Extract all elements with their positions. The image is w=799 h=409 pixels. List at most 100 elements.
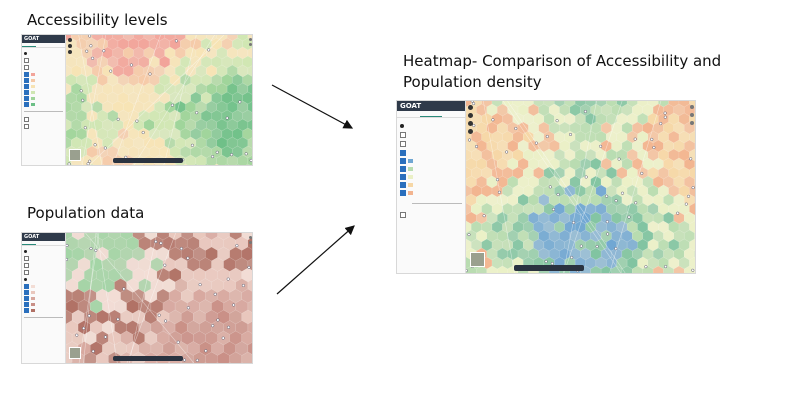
checkbox[interactable]: [400, 131, 406, 138]
layer-row[interactable]: [400, 210, 462, 219]
poi-marker-icon: [652, 145, 656, 150]
checkbox[interactable]: [400, 140, 406, 147]
checkbox[interactable]: [24, 58, 29, 63]
checkbox[interactable]: [24, 270, 29, 275]
layer-row[interactable]: [24, 116, 63, 123]
poi-marker-icon: [89, 44, 93, 48]
minimap[interactable]: [69, 149, 81, 161]
transparency-slider[interactable]: [24, 317, 63, 318]
legend-swatch: [31, 78, 35, 82]
transparency-slider[interactable]: [24, 111, 63, 112]
checkbox[interactable]: [24, 71, 29, 77]
tab-1[interactable]: [22, 43, 37, 47]
legend-row: [24, 89, 63, 95]
poi-marker-icon: [640, 171, 644, 175]
poi-marker-icon: [163, 263, 167, 267]
poi-marker-icon: [620, 191, 625, 195]
hex-cell: [214, 163, 219, 165]
locate-icon[interactable]: [68, 50, 72, 54]
checkbox[interactable]: [24, 101, 29, 107]
checkbox[interactable]: [24, 95, 29, 101]
legend-row: [24, 283, 63, 289]
minimap[interactable]: [470, 252, 485, 267]
settings-icon[interactable]: [249, 43, 252, 46]
panel-tabs: [22, 241, 65, 246]
checkbox[interactable]: [24, 289, 29, 295]
info-icon[interactable]: [690, 121, 694, 125]
layer-row[interactable]: [24, 276, 63, 283]
layers-icon[interactable]: [249, 236, 252, 239]
road-line: [96, 233, 118, 363]
population-data-title: Population data: [27, 204, 145, 222]
checkbox[interactable]: [400, 166, 406, 172]
side-panel: GOAT: [22, 233, 66, 363]
checkbox[interactable]: [24, 307, 29, 313]
map-tools: [468, 105, 473, 134]
tab-2[interactable]: [419, 111, 443, 117]
settings-icon[interactable]: [690, 113, 694, 117]
layer-row[interactable]: [24, 248, 63, 255]
layer-row[interactable]: [24, 255, 63, 262]
checkbox[interactable]: [24, 117, 29, 122]
poi-marker-icon: [79, 89, 83, 93]
map-view[interactable]: [66, 233, 252, 363]
checkbox[interactable]: [24, 301, 29, 307]
checkbox[interactable]: [400, 182, 406, 188]
radio-icon[interactable]: [24, 52, 27, 55]
checkbox[interactable]: [400, 211, 406, 218]
checkbox[interactable]: [24, 283, 29, 289]
transparency-slider[interactable]: [412, 203, 462, 204]
checkbox[interactable]: [400, 174, 406, 180]
checkbox[interactable]: [400, 158, 406, 164]
poi-marker-icon: [634, 201, 638, 205]
minimap[interactable]: [69, 347, 81, 359]
poi-marker-icon: [467, 233, 471, 237]
side-panel: GOAT: [22, 35, 66, 165]
layers-icon[interactable]: [690, 105, 694, 109]
locate-icon[interactable]: [468, 121, 473, 126]
layer-row[interactable]: [400, 139, 462, 148]
layer-row[interactable]: [400, 148, 462, 157]
checkbox[interactable]: [24, 65, 29, 70]
layer-row[interactable]: [24, 262, 63, 269]
zoom-out-icon[interactable]: [68, 44, 72, 48]
checkbox[interactable]: [24, 124, 29, 129]
layer-row[interactable]: [24, 57, 63, 64]
checkbox[interactable]: [24, 77, 29, 83]
hex-cell: [235, 163, 240, 165]
checkbox[interactable]: [24, 256, 29, 261]
poi-marker-icon: [179, 247, 183, 251]
measure-icon[interactable]: [468, 129, 473, 134]
poi-marker-icon: [676, 211, 680, 215]
poi-marker-icon: [182, 358, 187, 362]
map-view[interactable]: [66, 35, 252, 165]
zoom-in-icon[interactable]: [468, 105, 473, 110]
layer-row[interactable]: [24, 64, 63, 71]
radio-icon[interactable]: [24, 278, 27, 281]
zoom-in-icon[interactable]: [68, 38, 72, 42]
zoom-out-icon[interactable]: [468, 113, 473, 118]
radio-icon[interactable]: [400, 123, 404, 128]
radio-icon[interactable]: [24, 250, 27, 253]
checkbox[interactable]: [400, 149, 406, 156]
layer-row[interactable]: [24, 50, 63, 57]
layer-row[interactable]: [400, 121, 462, 130]
poi-marker-icon: [663, 111, 667, 115]
layer-row[interactable]: [400, 130, 462, 139]
checkbox[interactable]: [24, 83, 29, 89]
bottom-toolbar: [113, 158, 183, 163]
layers-icon[interactable]: [249, 38, 252, 41]
legend-row: [24, 295, 63, 301]
layer-row[interactable]: [24, 269, 63, 276]
checkbox[interactable]: [24, 89, 29, 95]
map-view[interactable]: [466, 101, 695, 273]
hex-cell: [673, 265, 685, 273]
layer-row[interactable]: [24, 123, 63, 130]
checkbox[interactable]: [24, 263, 29, 268]
tab-1[interactable]: [22, 241, 37, 245]
checkbox[interactable]: [24, 295, 29, 301]
settings-icon[interactable]: [249, 241, 252, 244]
hex-cell: [172, 163, 178, 165]
checkbox[interactable]: [400, 190, 406, 196]
poi-marker-icon: [211, 324, 215, 328]
